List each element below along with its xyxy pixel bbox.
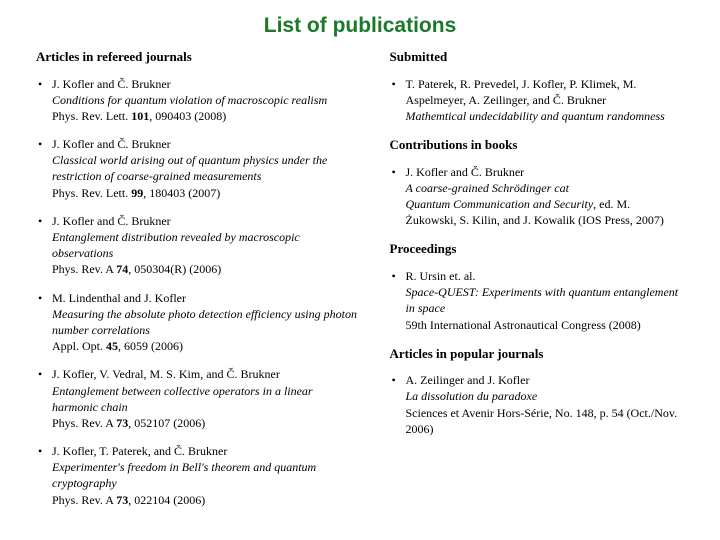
paper-title: Experimenter's freedom in Bell's theorem… xyxy=(52,460,316,490)
page-title: List of publications xyxy=(36,14,684,38)
reference: Phys. Rev. A 74, 050304(R) (2006) xyxy=(52,262,221,276)
reference: Quantum Communication and Security, ed. … xyxy=(406,197,664,227)
list-item: J. Kofler, T. Paterek, and Č. Brukner Ex… xyxy=(48,443,362,508)
list-item: T. Paterek, R. Prevedel, J. Kofler, P. K… xyxy=(402,76,685,125)
left-list: J. Kofler and Č. Brukner Conditions for … xyxy=(36,76,362,508)
paper-title: La dissolution du paradoxe xyxy=(406,389,538,403)
right-heading-books: Contributions in books xyxy=(390,136,685,154)
left-heading: Articles in refereed journals xyxy=(36,48,362,66)
authors: T. Paterek, R. Prevedel, J. Kofler, P. K… xyxy=(406,77,637,107)
paper-title: Space-QUEST: Experiments with quantum en… xyxy=(406,285,679,315)
paper-title: Entanglement distribution revealed by ma… xyxy=(52,230,300,260)
reference: Phys. Rev. A 73, 052107 (2006) xyxy=(52,416,205,430)
authors: R. Ursin et. al. xyxy=(406,269,476,283)
columns-container: Articles in refereed journals J. Kofler … xyxy=(36,48,684,520)
left-column: Articles in refereed journals J. Kofler … xyxy=(36,48,362,520)
reference: Sciences et Avenir Hors-Série, No. 148, … xyxy=(406,406,678,436)
right-list-submitted: T. Paterek, R. Prevedel, J. Kofler, P. K… xyxy=(390,76,685,125)
paper-title: Measuring the absolute photo detection e… xyxy=(52,307,357,337)
list-item: A. Zeilinger and J. Kofler La dissolutio… xyxy=(402,372,685,437)
right-list-proceedings: R. Ursin et. al. Space-QUEST: Experiment… xyxy=(390,268,685,333)
reference: Appl. Opt. 45, 6059 (2006) xyxy=(52,339,183,353)
right-heading-popular: Articles in popular journals xyxy=(390,345,685,363)
right-heading-submitted: Submitted xyxy=(390,48,685,66)
authors: M. Lindenthal and J. Kofler xyxy=(52,291,186,305)
authors: J. Kofler and Č. Brukner xyxy=(406,165,525,179)
authors: J. Kofler and Č. Brukner xyxy=(52,77,171,91)
authors: J. Kofler, T. Paterek, and Č. Brukner xyxy=(52,444,227,458)
right-column: Submitted T. Paterek, R. Prevedel, J. Ko… xyxy=(390,48,685,520)
list-item: J. Kofler and Č. Brukner A coarse-graine… xyxy=(402,164,685,229)
right-list-popular: A. Zeilinger and J. Kofler La dissolutio… xyxy=(390,372,685,437)
paper-title: Entanglement between collective operator… xyxy=(52,384,313,414)
reference: Phys. Rev. A 73, 022104 (2006) xyxy=(52,493,205,507)
authors: A. Zeilinger and J. Kofler xyxy=(406,373,530,387)
list-item: J. Kofler and Č. Brukner Entanglement di… xyxy=(48,213,362,278)
paper-title: Classical world arising out of quantum p… xyxy=(52,153,327,183)
list-item: J. Kofler and Č. Brukner Classical world… xyxy=(48,136,362,201)
authors: J. Kofler, V. Vedral, M. S. Kim, and Č. … xyxy=(52,367,280,381)
publications-page: List of publications Articles in referee… xyxy=(0,0,720,540)
reference: Phys. Rev. Lett. 101, 090403 (2008) xyxy=(52,109,226,123)
paper-title: A coarse-grained Schrödinger cat xyxy=(406,181,569,195)
authors: J. Kofler and Č. Brukner xyxy=(52,137,171,151)
paper-title: Conditions for quantum violation of macr… xyxy=(52,93,327,107)
right-list-books: J. Kofler and Č. Brukner A coarse-graine… xyxy=(390,164,685,229)
right-heading-proceedings: Proceedings xyxy=(390,240,685,258)
list-item: R. Ursin et. al. Space-QUEST: Experiment… xyxy=(402,268,685,333)
list-item: J. Kofler and Č. Brukner Conditions for … xyxy=(48,76,362,125)
reference: Phys. Rev. Lett. 99, 180403 (2007) xyxy=(52,186,220,200)
reference: 59th International Astronautical Congres… xyxy=(406,318,641,332)
authors: J. Kofler and Č. Brukner xyxy=(52,214,171,228)
list-item: J. Kofler, V. Vedral, M. S. Kim, and Č. … xyxy=(48,366,362,431)
list-item: M. Lindenthal and J. Kofler Measuring th… xyxy=(48,290,362,355)
paper-title: Mathemtical undecidability and quantum r… xyxy=(406,109,665,123)
